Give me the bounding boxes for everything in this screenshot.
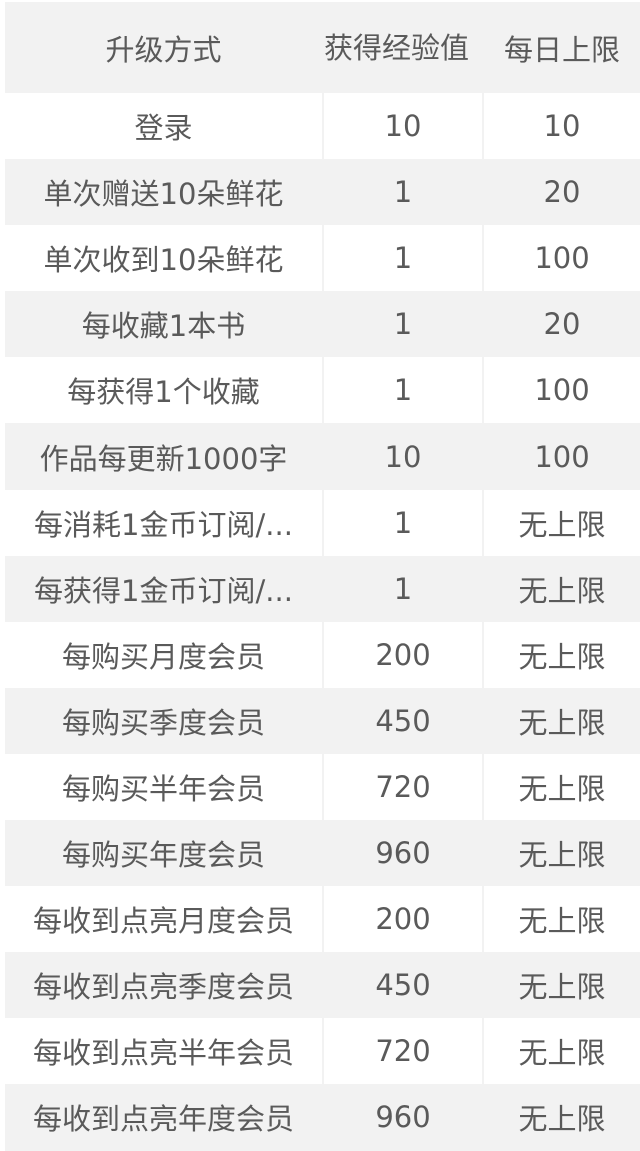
cell-daily-limit: 无上限 xyxy=(482,952,640,1019)
header-daily-limit: 每日上限 xyxy=(482,2,640,93)
header-method: 升级方式 xyxy=(105,32,222,67)
table-row: 单次收到10朵鲜花 1 100 xyxy=(5,225,640,292)
cell-exp: 720 xyxy=(322,753,482,821)
table-row: 每获得1金币订阅/... 1 无上限 xyxy=(5,555,640,622)
cell-method: 登录 xyxy=(134,111,193,146)
table-row: 单次赠送10朵鲜花 1 20 xyxy=(5,159,640,226)
cell-daily-limit: 20 xyxy=(482,291,640,358)
table-header: 升级方式 获得经验值 每日上限 xyxy=(5,2,640,93)
cell-method: 每收藏1本书 xyxy=(81,309,246,344)
cell-daily-limit: 无上限 xyxy=(482,753,640,821)
cell-method: 单次赠送10朵鲜花 xyxy=(43,177,284,212)
cell-exp: 200 xyxy=(322,621,482,688)
cell-method: 每收到点亮月度会员 xyxy=(32,904,294,939)
cell-daily-limit: 无上限 xyxy=(482,820,640,887)
cell-method: 每收到点亮季度会员 xyxy=(32,970,294,1005)
cell-daily-limit: 20 xyxy=(482,159,640,226)
cell-method: 每获得1个收藏 xyxy=(67,375,260,410)
table-row: 作品每更新1000字 10 100 xyxy=(5,423,640,490)
table-row: 每收藏1本书 1 20 xyxy=(5,291,640,358)
cell-exp: 1 xyxy=(322,291,482,358)
table-row: 每购买半年会员 720 无上限 xyxy=(5,753,640,821)
cell-exp: 1 xyxy=(322,489,482,556)
table-body: 登录 10 10 单次赠送10朵鲜花 1 20 单次收到10朵鲜花 1 100 每收藏1本书 1 20… xyxy=(5,93,640,1151)
cell-exp: 10 xyxy=(322,423,482,490)
cell-method: 每获得1金币订阅/... xyxy=(34,573,293,608)
cell-exp: 1 xyxy=(322,357,482,424)
cell-exp: 1 xyxy=(322,159,482,226)
cell-daily-limit: 无上限 xyxy=(482,1018,640,1085)
cell-method: 单次收到10朵鲜花 xyxy=(43,243,284,278)
table-row: 每收到点亮月度会员 200 无上限 xyxy=(5,886,640,953)
cell-method: 每收到点亮年度会员 xyxy=(32,1102,294,1137)
table-row: 每购买月度会员 200 无上限 xyxy=(5,621,640,688)
cell-daily-limit: 无上限 xyxy=(482,886,640,953)
cell-daily-limit: 10 xyxy=(482,93,640,160)
experience-table: 升级方式 获得经验值 每日上限 登录 10 10 单次赠送10朵鲜花 1 20 单次收到10… xyxy=(5,2,640,1151)
table-row: 每收到点亮半年会员 720 无上限 xyxy=(5,1018,640,1085)
cell-exp: 10 xyxy=(322,93,482,160)
cell-daily-limit: 100 xyxy=(482,357,640,424)
cell-exp: 1 xyxy=(322,225,482,292)
cell-daily-limit: 无上限 xyxy=(482,621,640,688)
table-row: 每消耗1金币订阅/... 1 无上限 xyxy=(5,489,640,556)
cell-method: 每收到点亮半年会员 xyxy=(32,1036,294,1071)
cell-daily-limit: 无上限 xyxy=(482,687,640,754)
table-row: 登录 10 10 xyxy=(5,93,640,160)
cell-daily-limit: 100 xyxy=(482,423,640,490)
table-row: 每获得1个收藏 1 100 xyxy=(5,357,640,424)
cell-exp: 720 xyxy=(322,1018,482,1085)
cell-method: 每购买半年会员 xyxy=(61,771,265,806)
cell-daily-limit: 无上限 xyxy=(482,555,640,622)
table-row: 每购买年度会员 960 无上限 xyxy=(5,820,640,887)
cell-exp: 200 xyxy=(322,886,482,953)
table-row: 每收到点亮季度会员 450 无上限 xyxy=(5,952,640,1019)
cell-exp: 960 xyxy=(322,1084,482,1151)
cell-method: 每购买月度会员 xyxy=(61,639,265,674)
cell-daily-limit: 无上限 xyxy=(482,489,640,556)
table-row: 每购买季度会员 450 无上限 xyxy=(5,687,640,754)
cell-method: 每消耗1金币订阅/... xyxy=(34,507,293,542)
cell-exp: 450 xyxy=(322,687,482,754)
cell-exp: 1 xyxy=(322,555,482,622)
cell-exp: 960 xyxy=(322,820,482,887)
header-exp: 获得经验值 xyxy=(322,2,482,93)
cell-daily-limit: 无上限 xyxy=(482,1084,640,1151)
cell-method: 每购买年度会员 xyxy=(61,838,265,873)
cell-daily-limit: 100 xyxy=(482,225,640,292)
cell-exp: 450 xyxy=(322,952,482,1019)
cell-method: 每购买季度会员 xyxy=(61,705,265,740)
table-row: 每收到点亮年度会员 960 无上限 xyxy=(5,1084,640,1151)
cell-method: 作品每更新1000字 xyxy=(39,441,288,476)
